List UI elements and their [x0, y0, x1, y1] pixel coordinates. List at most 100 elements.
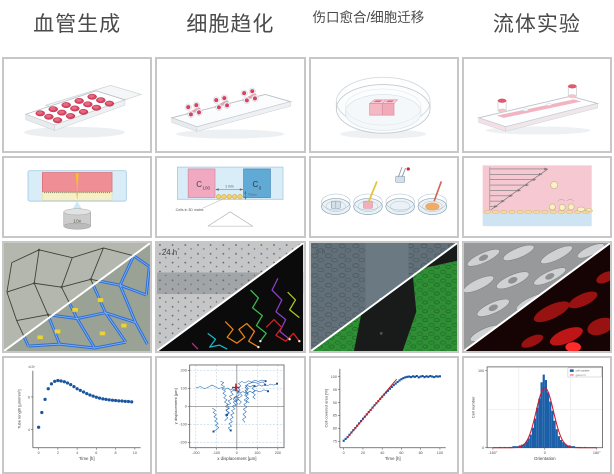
- svg-text:60: 60: [399, 451, 403, 455]
- svg-text:6: 6: [28, 395, 30, 399]
- cell-chemotaxis-scheme: C 100 C 0 1 mm 70 µm Cells in 3D matrix: [155, 156, 306, 238]
- cell-flow-product: [461, 57, 612, 153]
- svg-text:Tube length [µm/mm²]: Tube length [µm/mm²]: [16, 390, 21, 429]
- column-header-wound-healing: 伤口愈合/细胞迁移: [309, 2, 459, 54]
- cell-angiogenesis-scheme: 10x: [2, 156, 153, 238]
- svg-text:4: 4: [28, 428, 30, 432]
- svg-text:-100: -100: [180, 423, 188, 427]
- svg-text:6: 6: [95, 451, 97, 455]
- header-label: 细胞趋化: [186, 13, 275, 36]
- matrix-label: Cells in 3D matrix: [176, 208, 204, 212]
- time-label: 24 h: [162, 248, 177, 257]
- svg-text:100: 100: [436, 451, 442, 455]
- svg-text:-200: -200: [180, 441, 188, 445]
- flow-profile-schematic: [482, 165, 593, 227]
- svg-text:95: 95: [332, 388, 336, 392]
- chart-migration-trajectories: -200 -100 0 100 200 -200 -100 0 100 200 x displace…: [173, 364, 285, 461]
- svg-text:10: 10: [133, 451, 137, 455]
- svg-text:x displacement [µm]: x displacement [µm]: [217, 456, 256, 461]
- cell-chemotaxis-micrograph: 24 h: [155, 241, 306, 353]
- objective-label: 10x: [73, 219, 81, 225]
- wound-healing-micrograph: 0 h: [310, 243, 457, 351]
- pink-wells-grid: [35, 93, 115, 123]
- chemotaxis-chambers: [184, 87, 259, 118]
- height-label: 70 µm: [248, 193, 257, 197]
- cell-chemotaxis-product: [155, 57, 306, 153]
- perfusion-channel: [496, 99, 582, 118]
- svg-text:Time [h]: Time [h]: [384, 456, 400, 461]
- svg-text:20: 20: [360, 451, 364, 455]
- svg-text:x10³: x10³: [28, 365, 35, 369]
- svg-text:4: 4: [76, 451, 78, 455]
- light-beam: [75, 173, 79, 194]
- reservoir-well-right: [567, 84, 577, 98]
- chemotaxis-schematic: C 100 C 0 1 mm 70 µm Cells in 3D matrix: [176, 167, 284, 227]
- chamber-c0: [243, 168, 271, 199]
- flow-aligned-cells-micrograph: [463, 243, 610, 351]
- cells-in-matrix: [216, 194, 243, 200]
- lens-sketch: [207, 211, 254, 227]
- svg-text:-200: -200: [192, 451, 200, 455]
- cell-wound-scheme: [308, 156, 459, 238]
- svg-text:0: 0: [38, 451, 40, 455]
- svg-text:8: 8: [115, 451, 117, 455]
- width-arrow: [215, 188, 244, 192]
- svg-text:75: 75: [332, 440, 336, 444]
- svg-text:gauss fit: gauss fit: [575, 373, 585, 377]
- svg-text:0: 0: [342, 451, 344, 455]
- header-label: 伤口愈合/细胞迁移: [312, 10, 425, 25]
- cell-tube-length-chart: 0 2 4 6 8 10 4 6 Time [h] Tube length [µm/mm²] x10…: [2, 356, 153, 474]
- svg-text:80: 80: [332, 427, 336, 431]
- cell-covered-area-chart: 0 20 40 60 80 100 75 80 85 90 95 100 Time [h] Cell co…: [308, 356, 459, 474]
- svg-text:85: 85: [332, 414, 336, 418]
- svg-text:200: 200: [275, 451, 281, 455]
- svg-text:Cell covered area [%]: Cell covered area [%]: [323, 389, 328, 428]
- column-header-flow: 流体实验: [462, 2, 612, 54]
- microscope-objective-icon: 10x: [63, 208, 91, 230]
- svg-text:Time [h]: Time [h]: [79, 456, 95, 461]
- c100-label: C: [196, 180, 202, 189]
- chart-cell-covered-area: 0 20 40 60 80 100 75 80 85 90 95 100 Time [h] Cell co…: [323, 368, 446, 461]
- svg-text:100: 100: [478, 369, 484, 373]
- svg-text:200: 200: [181, 369, 187, 373]
- cell-flow-scheme: [461, 156, 612, 238]
- flow-channel-slide-photo: [476, 84, 599, 135]
- svg-text:90: 90: [332, 401, 336, 405]
- culture-insert-dish-photo: [336, 76, 431, 139]
- svg-text:180°: 180°: [593, 451, 601, 455]
- svg-text:80: 80: [418, 451, 422, 455]
- two-well-culture-insert: [369, 99, 399, 116]
- svg-text:100: 100: [181, 387, 187, 391]
- svg-text:0: 0: [236, 451, 238, 455]
- header-label: 流体实验: [492, 13, 581, 36]
- svg-text:40: 40: [380, 451, 384, 455]
- angiogenesis-schematic: 10x: [27, 170, 127, 230]
- cell-flow-micrograph: [461, 241, 612, 353]
- cell-angiogenesis-product: [2, 57, 153, 153]
- cell-wound-micrograph: 0 h: [308, 241, 459, 353]
- svg-text:Cell number: Cell number: [470, 396, 475, 418]
- angiogenesis-slide-photo: [23, 84, 143, 138]
- wound-healing-workflow-schematic: [321, 167, 448, 216]
- svg-text:0: 0: [482, 446, 484, 450]
- svg-text:y displacement [µm]: y displacement [µm]: [173, 388, 178, 424]
- c0-sub: 0: [259, 186, 262, 191]
- svg-text:100: 100: [330, 375, 336, 379]
- chamber-c100: [187, 168, 216, 199]
- tube-formation-micrograph: [4, 243, 151, 351]
- cell-trajectory-chart: -200 -100 0 100 200 -200 -100 0 100 200 x displace…: [155, 356, 306, 474]
- column-header-chemotaxis: 细胞趋化: [155, 2, 305, 54]
- svg-text:-100: -100: [213, 451, 221, 455]
- cell-orientation-chart: cell number gauss fit -180° 0 180° 0 100 Orient…: [461, 356, 612, 474]
- svg-text:0: 0: [544, 451, 546, 455]
- svg-text:2: 2: [57, 451, 59, 455]
- c0-label: C: [253, 180, 259, 189]
- height-arrow: [244, 190, 247, 201]
- svg-text:0: 0: [185, 405, 187, 409]
- chemotaxis-slide-photo: [170, 87, 293, 139]
- cell-culture-insert-product: [308, 57, 459, 153]
- time-label: 0 h: [315, 249, 325, 256]
- width-label: 1 mm: [225, 185, 234, 189]
